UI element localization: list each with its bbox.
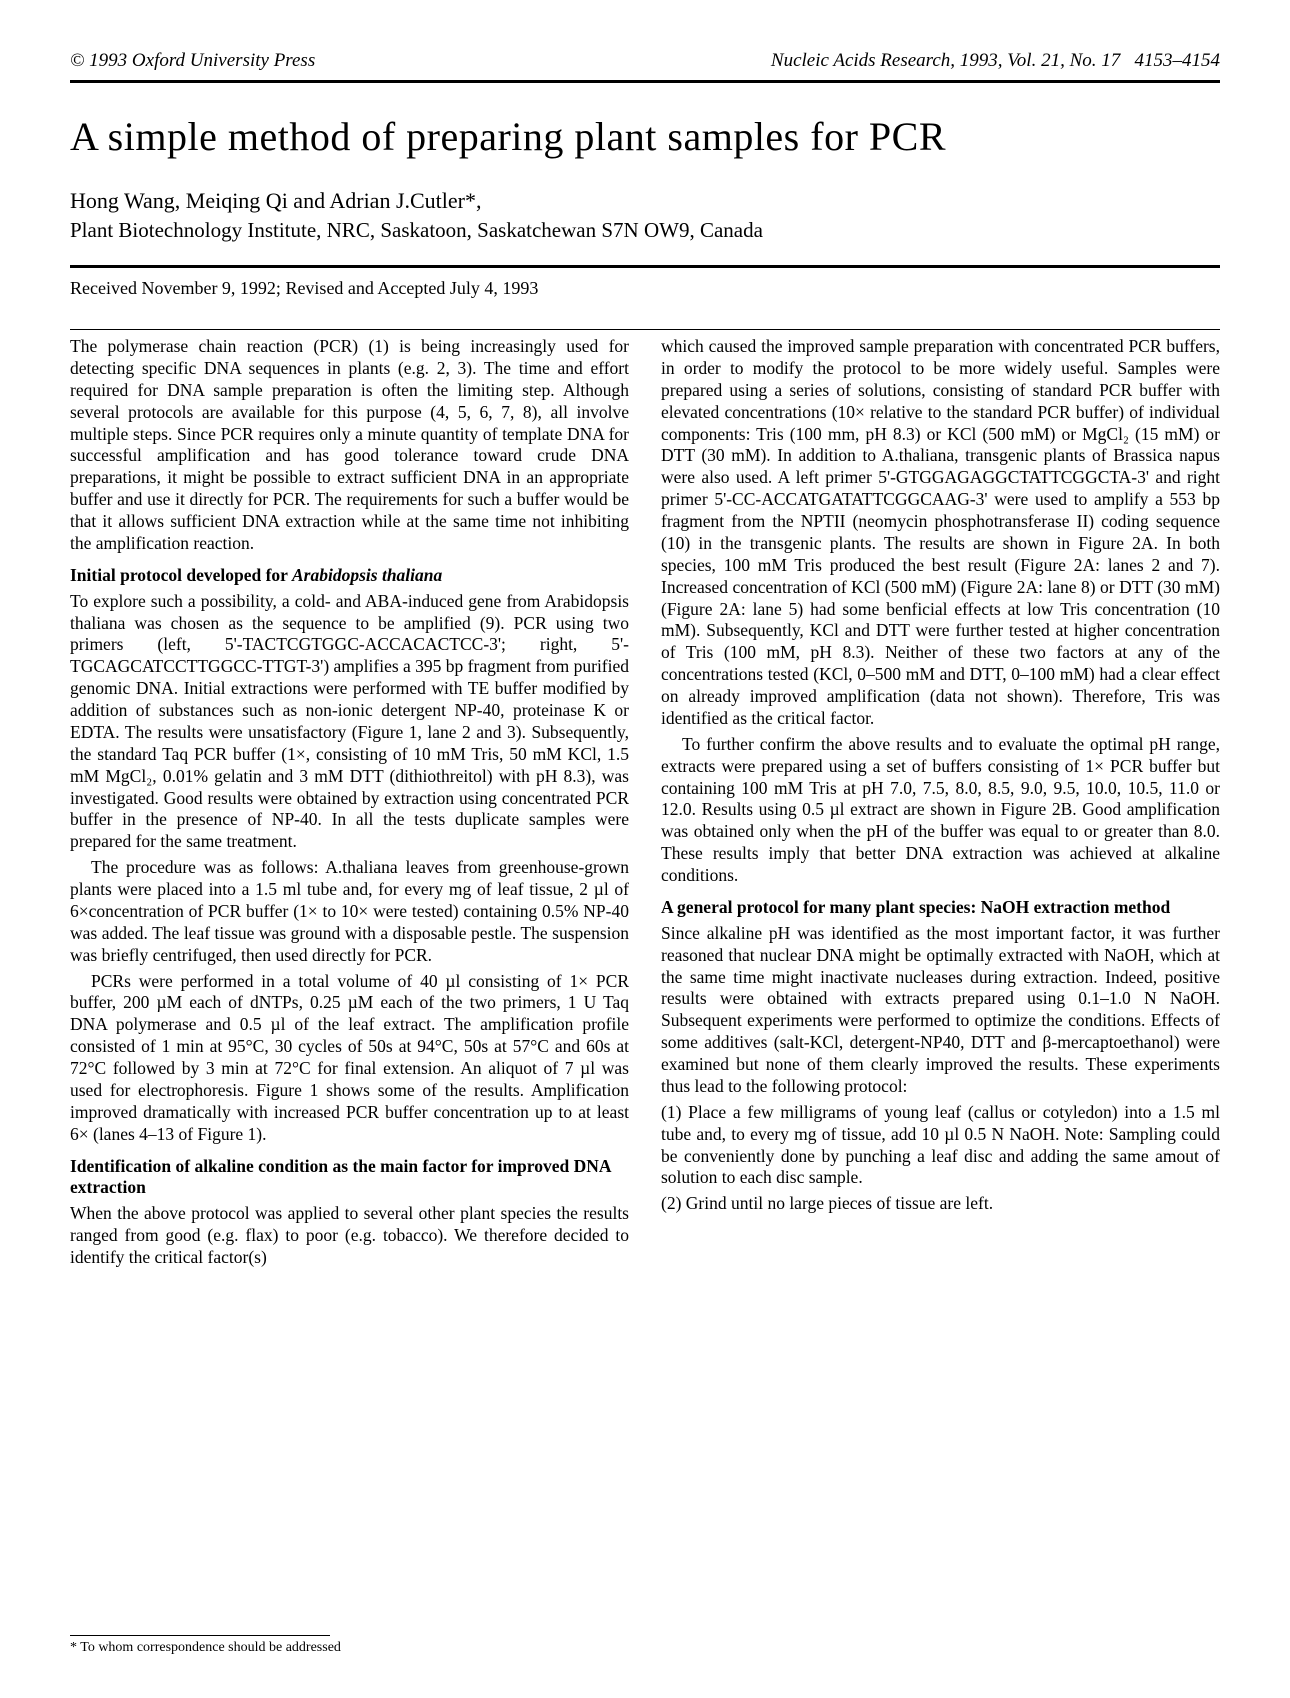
paragraph: When the above protocol was applied to s… <box>70 1203 629 1269</box>
left-column: The polymerase chain reaction (PCR) (1) … <box>70 336 629 1273</box>
paragraph: PCRs were performed in a total volume of… <box>70 971 629 1146</box>
page: © 1993 Oxford University Press Nucleic A… <box>0 0 1290 1698</box>
section-heading: A general protocol for many plant specie… <box>661 897 1220 919</box>
right-column: which caused the improved sample prepara… <box>661 336 1220 1273</box>
rule-top <box>70 80 1220 83</box>
paragraph: (1) Place a few milligrams of young leaf… <box>661 1102 1220 1190</box>
rule-mid-2 <box>70 329 1220 330</box>
header-pages: 4153–4154 <box>1135 50 1221 71</box>
paragraph: The polymerase chain reaction (PCR) (1) … <box>70 336 629 555</box>
paragraph: To further confirm the above results and… <box>661 734 1220 887</box>
header-publisher: © 1993 Oxford University Press <box>70 50 315 72</box>
article-title: A simple method of preparing plant sampl… <box>70 113 1220 160</box>
paragraph: which caused the improved sample prepara… <box>661 336 1220 730</box>
paragraph: To explore such a possibility, a cold- a… <box>70 591 629 854</box>
footnote: * To whom correspondence should be addre… <box>70 1635 341 1656</box>
paragraph: Since alkaline pH was identified as the … <box>661 923 1220 1098</box>
body-columns: The polymerase chain reaction (PCR) (1) … <box>70 336 1220 1273</box>
footnote-rule <box>70 1635 330 1636</box>
header-journal-info: Nucleic Acids Research, 1993, Vol. 21, N… <box>771 50 1220 72</box>
authors: Hong Wang, Meiqing Qi and Adrian J.Cutle… <box>70 188 1220 214</box>
paragraph: The procedure was as follows: A.thaliana… <box>70 857 629 966</box>
dates: Received November 9, 1992; Revised and A… <box>70 278 1220 299</box>
footnote-text: * To whom correspondence should be addre… <box>70 1640 341 1655</box>
running-header: © 1993 Oxford University Press Nucleic A… <box>70 50 1220 72</box>
section-heading: Initial protocol developed for Arabidops… <box>70 565 629 587</box>
rule-mid-1 <box>70 265 1220 268</box>
paragraph: (2) Grind until no large pieces of tissu… <box>661 1193 1220 1215</box>
header-journal: Nucleic Acids Research, 1993, Vol. 21, N… <box>771 50 1120 71</box>
section-heading: Identification of alkaline condition as … <box>70 1156 629 1200</box>
affiliation: Plant Biotechnology Institute, NRC, Sask… <box>70 218 1220 243</box>
